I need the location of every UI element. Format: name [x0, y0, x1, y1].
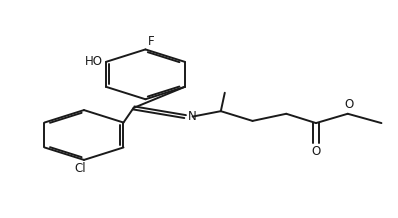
Text: N: N: [188, 110, 197, 123]
Text: Cl: Cl: [74, 162, 86, 175]
Text: F: F: [147, 35, 154, 48]
Text: HO: HO: [85, 55, 103, 68]
Text: O: O: [344, 98, 353, 111]
Text: O: O: [311, 145, 321, 158]
